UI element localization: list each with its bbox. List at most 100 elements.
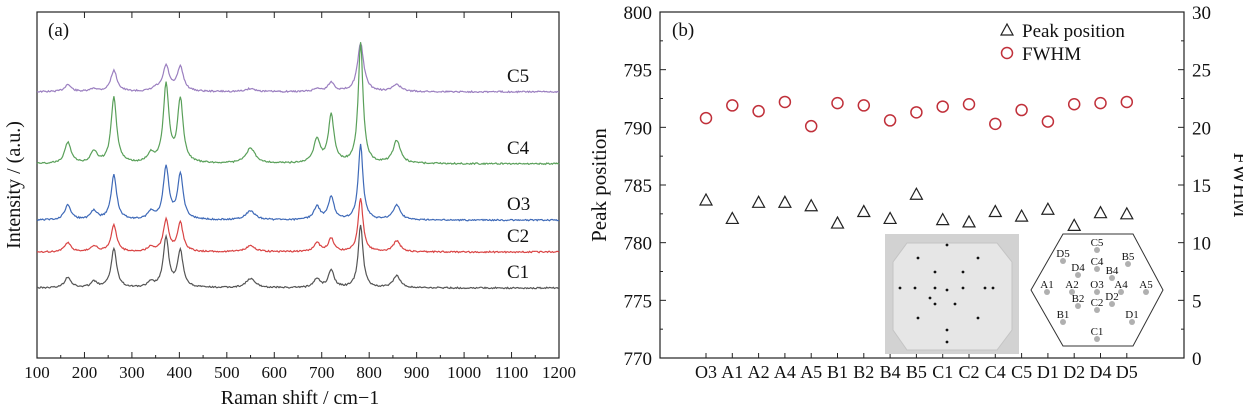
right-y-tick-label: 20 <box>1192 118 1211 139</box>
legend: Peak position FWHM <box>999 21 1125 65</box>
wafer-sample-dot <box>961 286 965 290</box>
x-tick-label: 500 <box>214 363 240 382</box>
right-y-axis-title: FWHM <box>1229 152 1243 218</box>
map-point-d1 <box>1129 319 1135 325</box>
peak-position-point <box>698 192 714 206</box>
fwhm-point <box>752 104 765 118</box>
peak-position-point <box>830 215 845 229</box>
map-label-o3: O3 <box>1090 279 1104 291</box>
x-category-label: B4 <box>880 362 901 382</box>
fwhm-point <box>831 96 844 110</box>
x-category-label: B1 <box>827 362 848 382</box>
peak-position-point <box>961 214 977 228</box>
peak-position-point <box>935 212 950 226</box>
legend-triangle-marker <box>999 22 1015 36</box>
x-category-label: D1 <box>1037 362 1059 382</box>
x-tick-label: 800 <box>356 363 382 382</box>
map-point-b5 <box>1125 261 1131 267</box>
wafer-sample-dot <box>916 256 920 260</box>
spectrum-label-c2: C2 <box>507 226 529 247</box>
map-point-o3 <box>1094 289 1100 295</box>
peak-position-point <box>988 204 1003 218</box>
peak-position-point <box>777 195 792 208</box>
map-point-d4 <box>1075 272 1081 278</box>
map-label-a4: A4 <box>1114 279 1128 291</box>
x-category-label: B2 <box>853 362 874 382</box>
map-label-d4: D4 <box>1071 262 1085 274</box>
right-y-tick-label: 0 <box>1192 349 1202 370</box>
left-y-tick-label: 775 <box>624 291 653 312</box>
right-y-tick-label: 5 <box>1192 291 1202 312</box>
fwhm-point <box>1015 103 1028 117</box>
fwhm-point <box>1067 98 1081 111</box>
left-y-tick-label: 795 <box>624 61 653 82</box>
peak-position-point <box>883 211 898 225</box>
peak-position-point <box>856 204 871 218</box>
right-y-tick-label: 15 <box>1192 176 1211 197</box>
left-y-tick-label: 780 <box>624 234 653 255</box>
x-category-label: D5 <box>1116 362 1138 382</box>
left-y-axis-title: Peak position <box>587 128 611 242</box>
map-label-c1: C1 <box>1091 326 1104 338</box>
map-label-a2: A2 <box>1065 279 1078 291</box>
map-label-c5: C5 <box>1091 237 1104 249</box>
peak-position-point <box>751 195 766 208</box>
legend-circle-marker <box>1000 46 1014 60</box>
wafer-sample-dot <box>928 296 932 300</box>
map-point-a4 <box>1118 289 1124 295</box>
peak-position-point <box>1040 201 1055 215</box>
x-category-label: A4 <box>774 362 796 382</box>
peak-position-point <box>909 186 924 200</box>
x-axis-title: Raman shift / cm−1 <box>221 387 379 407</box>
x-tick-label: 1100 <box>495 363 528 382</box>
fwhm-point <box>726 99 739 112</box>
map-label-b1: B1 <box>1057 309 1070 321</box>
spectrum-line-c4 <box>36 42 560 166</box>
right-y-tick-label: 25 <box>1192 61 1211 82</box>
fwhm-point <box>910 106 923 119</box>
wafer-sample-dot <box>933 302 937 306</box>
fwhm-point <box>989 117 1002 131</box>
map-point-a5 <box>1143 289 1149 295</box>
map-point-c5 <box>1094 247 1100 253</box>
x-category-label: B5 <box>906 362 927 382</box>
x-category-label: A2 <box>748 362 770 382</box>
map-point-c2 <box>1094 307 1100 313</box>
x-category-label: O3 <box>695 362 717 382</box>
spectrum-label-c5: C5 <box>507 66 529 87</box>
spectrum-label-c1: C1 <box>507 262 529 283</box>
map-label-b2: B2 <box>1072 293 1085 305</box>
map-label-b4: B4 <box>1106 265 1119 277</box>
wafer-sample-dot <box>945 243 949 247</box>
wafer-sample-dot <box>933 286 937 290</box>
wafer-sample-dot <box>991 286 995 290</box>
y-axis-title: Intensity / (a.u.) <box>3 121 25 249</box>
fwhm-point <box>778 95 792 109</box>
x-tick-label: 700 <box>309 363 335 382</box>
x-tick-label: 900 <box>404 363 430 382</box>
x-tick-label: 1200 <box>542 363 576 382</box>
wafer-sample-dot <box>945 288 949 292</box>
wafer-sample-dot <box>976 256 980 260</box>
peak-position-point <box>725 211 740 225</box>
map-label-d5: D5 <box>1056 248 1070 260</box>
right-y-tick-label: 10 <box>1192 234 1211 255</box>
spectrum-label-o3: O3 <box>507 194 530 215</box>
fwhm-point <box>1094 96 1107 110</box>
wafer-sample-dot <box>983 286 987 290</box>
x-category-label: C1 <box>932 362 953 382</box>
x-tick-label: 300 <box>119 363 145 382</box>
left-y-tick-label: 790 <box>624 118 653 139</box>
x-tick-label: 200 <box>72 363 98 382</box>
fwhm-point <box>699 111 713 125</box>
fwhm-point <box>804 119 818 133</box>
peak-position-point <box>1014 208 1029 222</box>
peak-position-point <box>804 198 819 212</box>
left-y-tick-label: 800 <box>624 3 653 24</box>
fwhm-point <box>1120 95 1134 109</box>
x-category-label: D4 <box>1090 362 1112 382</box>
map-point-b2 <box>1075 303 1081 309</box>
